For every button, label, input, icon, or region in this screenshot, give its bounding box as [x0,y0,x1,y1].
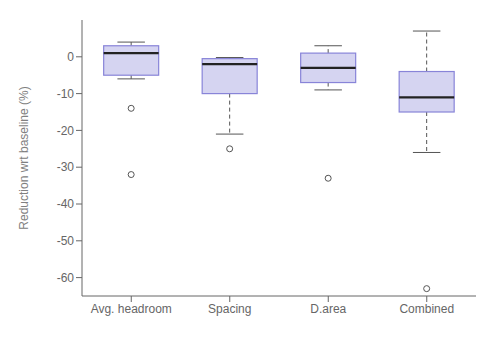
svg-text:Avg. headroom: Avg. headroom [91,302,172,316]
svg-text:-20: -20 [57,124,75,138]
svg-text:D.area: D.area [310,302,346,316]
svg-text:Spacing: Spacing [208,302,251,316]
svg-text:-40: -40 [57,197,75,211]
svg-text:-60: -60 [57,271,75,285]
svg-text:-10: -10 [57,87,75,101]
svg-text:Reduction wrt baseline (%): Reduction wrt baseline (%) [17,86,31,229]
svg-text:-50: -50 [57,234,75,248]
svg-text:Combined: Combined [399,302,454,316]
svg-text:-30: -30 [57,160,75,174]
svg-text:0: 0 [67,50,74,64]
